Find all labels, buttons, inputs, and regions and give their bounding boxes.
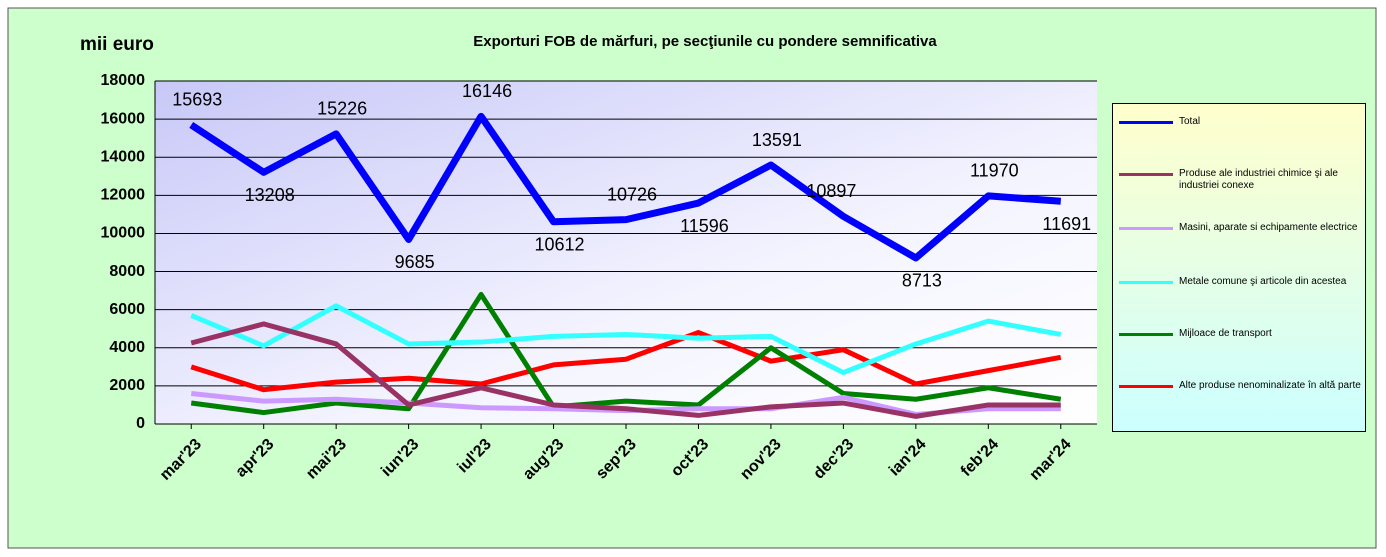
y-tick-label: 16000	[101, 110, 146, 127]
data-label: 16146	[462, 81, 512, 101]
y-tick-label: 6000	[109, 301, 145, 318]
legend-label: Mijloace de transport	[1179, 328, 1272, 339]
legend-item: Masini, aparate si echipamente electrice	[1119, 222, 1361, 234]
series-line	[190, 291, 1062, 416]
series-line	[190, 303, 1062, 376]
chart-title: Exporturi FOB de mărfuri, pe secţiunile …	[473, 33, 937, 50]
data-label: 8713	[902, 271, 942, 291]
y-tick-label: 12000	[101, 187, 146, 204]
legend-swatch	[1119, 385, 1173, 388]
legend-swatch	[1119, 333, 1173, 336]
y-tick-label: 4000	[109, 339, 145, 356]
data-label: 13591	[752, 130, 802, 150]
series-line	[190, 330, 1062, 393]
data-label: 11970	[970, 161, 1019, 181]
y-tick-label: 14000	[101, 148, 146, 165]
series-line	[189, 112, 1062, 262]
series-line	[190, 321, 1061, 419]
legend-label: Produse ale industriei chimice şi ale in…	[1179, 168, 1338, 191]
y-tick-label: 18000	[101, 72, 146, 89]
legend-swatch	[1119, 227, 1173, 230]
data-label: 13208	[245, 185, 295, 205]
y-tick-label: 2000	[109, 377, 145, 394]
legend-swatch	[1119, 281, 1173, 284]
legend-label: Total	[1179, 116, 1201, 127]
data-label: 9685	[395, 252, 435, 272]
legend-item: Metale comune şi articole din acestea	[1119, 276, 1361, 288]
legend-item: Mijloace de transport	[1119, 328, 1361, 340]
legend-label: Masini, aparate si echipamente electrice	[1179, 222, 1358, 233]
data-label: 10897	[806, 181, 856, 201]
data-label: 10612	[535, 235, 585, 255]
data-label: 11691	[1042, 214, 1091, 234]
legend-swatch	[1119, 173, 1173, 176]
legend: Total Produse ale industriei chimice şi a…	[1112, 103, 1366, 432]
y-tick-label: 0	[136, 415, 145, 432]
data-label: 10726	[607, 184, 657, 204]
legend-label: Alte produse nenominalizate în altă part…	[1179, 380, 1361, 391]
legend-swatch	[1119, 121, 1173, 124]
y-tick-label: 10000	[101, 225, 146, 242]
legend-item: Produse ale industriei chimice şi ale in…	[1119, 168, 1361, 192]
legend-item: Alte produse nenominalizate în altă part…	[1119, 380, 1361, 392]
data-label: 11596	[680, 216, 729, 236]
plot-area	[155, 81, 1097, 424]
data-label: 15226	[317, 99, 367, 119]
legend-label: Metale comune şi articole din acestea	[1179, 276, 1347, 287]
unit-label: mii euro	[80, 34, 154, 55]
y-tick-label: 8000	[109, 263, 145, 280]
data-label: 15693	[172, 90, 222, 110]
legend-item: Total	[1119, 116, 1361, 128]
